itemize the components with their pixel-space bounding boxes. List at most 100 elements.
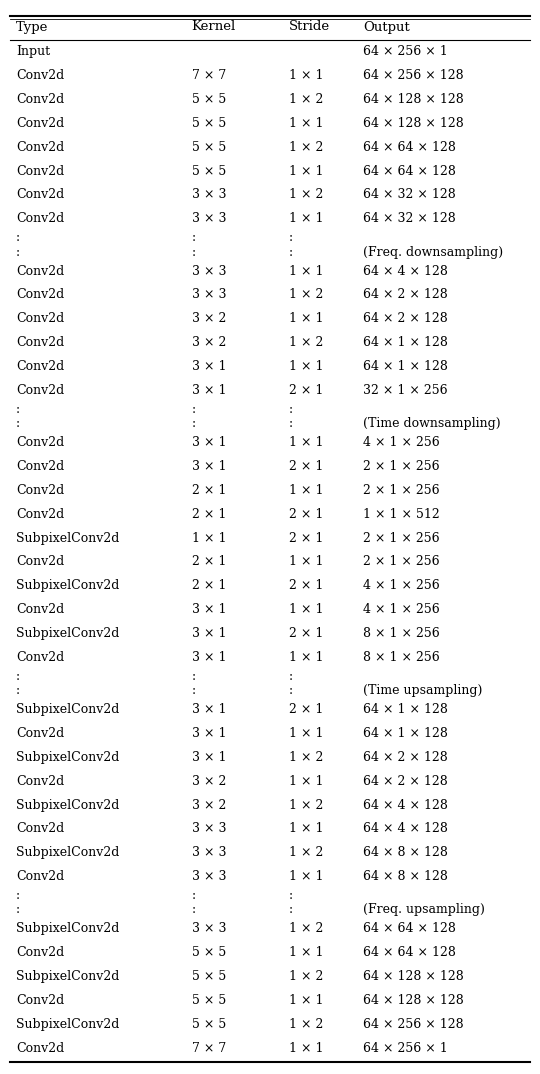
Text: 1 × 1: 1 × 1: [289, 651, 323, 664]
Text: 1 × 1: 1 × 1: [289, 604, 323, 616]
Text: 2 × 1: 2 × 1: [192, 555, 226, 568]
Text: 8 × 1 × 256: 8 × 1 × 256: [363, 651, 440, 664]
Text: SubpixelConv2d: SubpixelConv2d: [16, 751, 119, 764]
Text: (Freq. upsampling): (Freq. upsampling): [363, 903, 485, 916]
Text: 64 × 1 × 128: 64 × 1 × 128: [363, 336, 448, 349]
Text: 64 × 32 × 128: 64 × 32 × 128: [363, 213, 456, 226]
Text: 2 × 1: 2 × 1: [289, 627, 323, 640]
Text: 2 × 1: 2 × 1: [289, 460, 323, 473]
Text: 1 × 1: 1 × 1: [289, 436, 323, 449]
Text: 5 × 5: 5 × 5: [192, 993, 226, 1007]
Text: 1 × 1: 1 × 1: [289, 823, 323, 836]
Text: 1 × 1: 1 × 1: [289, 993, 323, 1007]
Text: 3 × 1: 3 × 1: [192, 751, 226, 764]
Text: SubpixelConv2d: SubpixelConv2d: [16, 703, 119, 716]
Text: 3 × 3: 3 × 3: [192, 923, 226, 935]
Text: 64 × 1 × 128: 64 × 1 × 128: [363, 703, 448, 716]
Text: Conv2d: Conv2d: [16, 117, 64, 130]
Text: Output: Output: [363, 20, 410, 33]
Text: 1 × 1: 1 × 1: [289, 555, 323, 568]
Text: 3 × 1: 3 × 1: [192, 604, 226, 616]
Text: SubpixelConv2d: SubpixelConv2d: [16, 923, 119, 935]
Text: 1 × 2: 1 × 2: [289, 751, 323, 764]
Text: Conv2d: Conv2d: [16, 604, 64, 616]
Text: 1 × 1: 1 × 1: [289, 69, 323, 83]
Text: 5 × 5: 5 × 5: [192, 946, 226, 959]
Text: 64 × 64 × 128: 64 × 64 × 128: [363, 164, 456, 177]
Text: 4 × 1 × 256: 4 × 1 × 256: [363, 604, 440, 616]
Text: 5 × 5: 5 × 5: [192, 93, 226, 106]
Text: 1 × 1: 1 × 1: [289, 264, 323, 278]
Text: 3 × 3: 3 × 3: [192, 870, 226, 883]
Text: 1 × 1: 1 × 1: [289, 213, 323, 226]
Text: Conv2d: Conv2d: [16, 336, 64, 349]
Text: 2 × 1: 2 × 1: [192, 579, 226, 592]
Text: Conv2d: Conv2d: [16, 164, 64, 177]
Text: 64 × 2 × 128: 64 × 2 × 128: [363, 289, 448, 302]
Text: Conv2d: Conv2d: [16, 508, 64, 521]
Text: 64 × 2 × 128: 64 × 2 × 128: [363, 774, 448, 787]
Text: :: :: [16, 684, 21, 697]
Text: 3 × 3: 3 × 3: [192, 289, 226, 302]
Text: :: :: [192, 417, 196, 431]
Text: Conv2d: Conv2d: [16, 289, 64, 302]
Text: 2 × 1 × 256: 2 × 1 × 256: [363, 555, 440, 568]
Text: Conv2d: Conv2d: [16, 313, 64, 325]
Text: SubpixelConv2d: SubpixelConv2d: [16, 970, 119, 983]
Text: 2 × 1: 2 × 1: [192, 484, 226, 497]
Text: :: :: [192, 246, 196, 259]
Text: 1 × 2: 1 × 2: [289, 970, 323, 983]
Text: :: :: [192, 403, 196, 416]
Text: :: :: [192, 903, 196, 916]
Text: 1 × 2: 1 × 2: [289, 336, 323, 349]
Text: :: :: [16, 670, 21, 683]
Text: 1 × 2: 1 × 2: [289, 93, 323, 106]
Text: Conv2d: Conv2d: [16, 870, 64, 883]
Text: 32 × 1 × 256: 32 × 1 × 256: [363, 383, 448, 396]
Text: 2 × 1: 2 × 1: [289, 508, 323, 521]
Text: 1 × 2: 1 × 2: [289, 798, 323, 812]
Text: Conv2d: Conv2d: [16, 188, 64, 202]
Text: 3 × 1: 3 × 1: [192, 627, 226, 640]
Text: SubpixelConv2d: SubpixelConv2d: [16, 1018, 119, 1031]
Text: SubpixelConv2d: SubpixelConv2d: [16, 627, 119, 640]
Text: 5 × 5: 5 × 5: [192, 1018, 226, 1031]
Text: :: :: [289, 231, 293, 244]
Text: 2 × 1: 2 × 1: [289, 532, 323, 545]
Text: 3 × 2: 3 × 2: [192, 313, 226, 325]
Text: (Freq. downsampling): (Freq. downsampling): [363, 246, 503, 259]
Text: Conv2d: Conv2d: [16, 436, 64, 449]
Text: 7 × 7: 7 × 7: [192, 1042, 226, 1055]
Text: 3 × 2: 3 × 2: [192, 798, 226, 812]
Text: 3 × 1: 3 × 1: [192, 703, 226, 716]
Text: 2 × 1 × 256: 2 × 1 × 256: [363, 460, 440, 473]
Text: 64 × 256 × 1: 64 × 256 × 1: [363, 45, 448, 58]
Text: Conv2d: Conv2d: [16, 774, 64, 787]
Text: 3 × 1: 3 × 1: [192, 383, 226, 396]
Text: 2 × 1: 2 × 1: [289, 579, 323, 592]
Text: 1 × 2: 1 × 2: [289, 141, 323, 154]
Text: 64 × 32 × 128: 64 × 32 × 128: [363, 188, 456, 202]
Text: 1 × 1: 1 × 1: [289, 774, 323, 787]
Text: 1 × 2: 1 × 2: [289, 188, 323, 202]
Text: 3 × 1: 3 × 1: [192, 460, 226, 473]
Text: 4 × 1 × 256: 4 × 1 × 256: [363, 436, 440, 449]
Text: 1 × 2: 1 × 2: [289, 289, 323, 302]
Text: 64 × 2 × 128: 64 × 2 × 128: [363, 313, 448, 325]
Text: 3 × 1: 3 × 1: [192, 651, 226, 664]
Text: Type: Type: [16, 20, 49, 33]
Text: 2 × 1: 2 × 1: [289, 703, 323, 716]
Text: 64 × 256 × 128: 64 × 256 × 128: [363, 69, 463, 83]
Text: Conv2d: Conv2d: [16, 823, 64, 836]
Text: :: :: [192, 670, 196, 683]
Text: 1 × 1: 1 × 1: [289, 946, 323, 959]
Text: 4 × 1 × 256: 4 × 1 × 256: [363, 579, 440, 592]
Text: SubpixelConv2d: SubpixelConv2d: [16, 532, 119, 545]
Text: 1 × 1: 1 × 1: [289, 313, 323, 325]
Text: :: :: [289, 903, 293, 916]
Text: 1 × 1: 1 × 1: [289, 727, 323, 740]
Text: 64 × 64 × 128: 64 × 64 × 128: [363, 923, 456, 935]
Text: 64 × 128 × 128: 64 × 128 × 128: [363, 93, 464, 106]
Text: 3 × 3: 3 × 3: [192, 846, 226, 859]
Text: Conv2d: Conv2d: [16, 213, 64, 226]
